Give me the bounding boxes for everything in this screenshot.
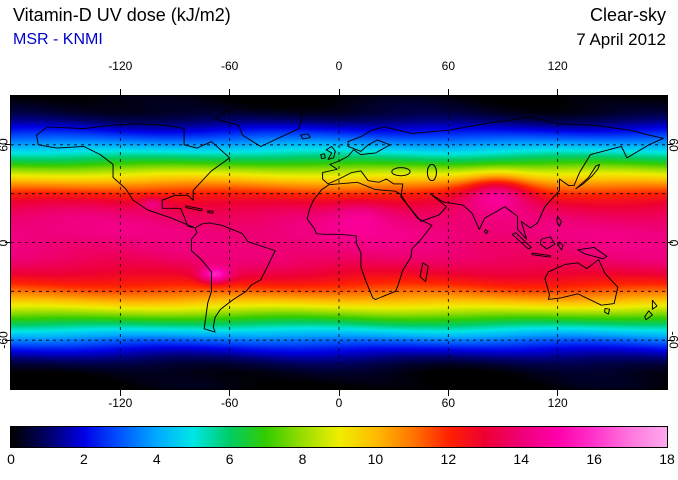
colorbar-tick-label: 4 bbox=[152, 451, 161, 467]
coastline-africa bbox=[306, 181, 433, 300]
lon-tick-label-top: -60 bbox=[220, 59, 239, 73]
world-map bbox=[10, 95, 668, 390]
coastline-hispaniola bbox=[207, 210, 214, 214]
colorbar-tick-label: 10 bbox=[367, 451, 384, 467]
coastline-borneo bbox=[539, 236, 556, 250]
map-overlay bbox=[11, 96, 667, 389]
colorbar-tick-label: 18 bbox=[659, 451, 675, 467]
coastline-iceland bbox=[300, 133, 311, 140]
coastline-java bbox=[531, 252, 551, 258]
lon-tick-label-bottom: 120 bbox=[547, 396, 568, 410]
coastline-tasmania bbox=[604, 307, 611, 315]
lon-tick-label-top: 60 bbox=[441, 59, 456, 73]
lon-tick-mark-bottom bbox=[119, 390, 121, 396]
coastline-black-sea bbox=[391, 167, 411, 177]
colorbar-tick-label: 2 bbox=[79, 451, 88, 467]
lon-tick-mark-top bbox=[229, 89, 231, 95]
date-label: 7 April 2012 bbox=[576, 30, 666, 49]
coastline-philippines bbox=[556, 216, 562, 227]
colorbar-tick-label: 14 bbox=[513, 451, 530, 467]
coastline-caspian-sea bbox=[426, 163, 437, 182]
gridlines bbox=[11, 96, 667, 389]
colorbar bbox=[10, 426, 668, 448]
lon-tick-mark-bottom bbox=[447, 390, 449, 396]
coastline-new-zealand bbox=[644, 299, 658, 321]
lon-tick-mark-bottom bbox=[229, 390, 231, 396]
colorbar-tick-label: 8 bbox=[298, 451, 307, 467]
lat-tick-mark-left bbox=[5, 339, 10, 341]
coastline-sulawesi bbox=[558, 241, 564, 251]
lon-tick-mark-top bbox=[119, 89, 121, 95]
colorbar-tick-label: 6 bbox=[225, 451, 234, 467]
lat-tick-mark-right bbox=[668, 144, 673, 146]
lon-tick-label-bottom: -120 bbox=[108, 396, 133, 410]
source-label: MSR - KNMI bbox=[13, 31, 103, 48]
colorbar-tick-label: 12 bbox=[440, 451, 457, 467]
lon-tick-label-bottom: 60 bbox=[441, 396, 456, 410]
lon-tick-mark-top bbox=[338, 89, 340, 95]
lon-tick-mark-bottom bbox=[338, 390, 340, 396]
lon-tick-label-top: 0 bbox=[335, 59, 343, 73]
coastline-sumatra bbox=[511, 232, 532, 250]
coastlines bbox=[36, 106, 664, 333]
lon-tick-label-bottom: -60 bbox=[220, 396, 239, 410]
coastline-australia bbox=[544, 259, 619, 306]
lon-tick-mark-top bbox=[447, 89, 449, 95]
coastline-eurasia bbox=[322, 116, 664, 240]
lon-tick-mark-top bbox=[557, 89, 559, 95]
coastline-north-america bbox=[36, 123, 231, 229]
lat-tick-mark-right bbox=[668, 242, 673, 243]
coastline-south-america bbox=[190, 222, 276, 333]
colorbar-tick-label: 16 bbox=[586, 451, 602, 467]
chart-title: Vitamin-D UV dose (kJ/m2) bbox=[13, 5, 231, 25]
lon-tick-label-bottom: 0 bbox=[335, 396, 343, 410]
coastline-japan bbox=[575, 163, 601, 190]
lat-tick-mark-left bbox=[5, 144, 10, 146]
lat-tick-mark-left bbox=[5, 242, 10, 243]
lat-tick-mark-right bbox=[668, 339, 673, 341]
condition-label: Clear-sky bbox=[589, 5, 666, 25]
lon-tick-label-top: -120 bbox=[108, 59, 133, 73]
coastline-ireland bbox=[320, 153, 326, 160]
lon-tick-label-top: 120 bbox=[547, 59, 568, 73]
colorbar-tick-label: 0 bbox=[7, 451, 15, 467]
coastline-britain bbox=[325, 146, 336, 160]
lon-tick-mark-bottom bbox=[557, 390, 559, 396]
coastline-cuba bbox=[185, 205, 203, 212]
coastline-sri-lanka bbox=[483, 229, 489, 235]
coastline-new-guinea bbox=[577, 246, 608, 260]
coastline-madagascar bbox=[419, 262, 429, 283]
coastline-greenland bbox=[214, 106, 304, 147]
